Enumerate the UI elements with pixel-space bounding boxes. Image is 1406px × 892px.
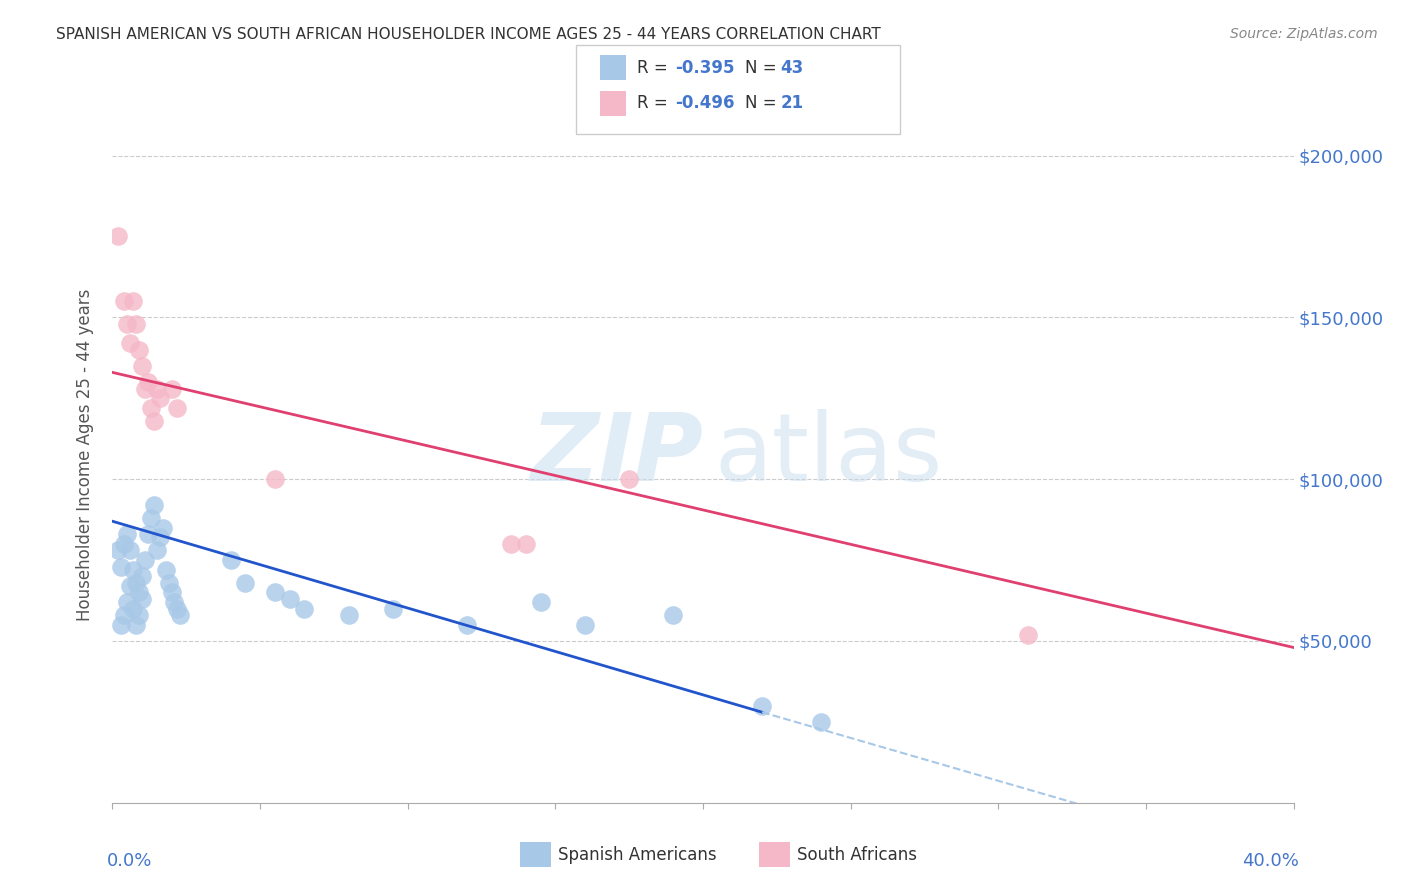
Point xyxy=(292,601,315,615)
Point xyxy=(810,714,832,729)
Point xyxy=(619,472,641,486)
Point xyxy=(574,617,596,632)
Text: Source: ZipAtlas.com: Source: ZipAtlas.com xyxy=(1230,27,1378,41)
Point xyxy=(233,575,256,590)
Text: SPANISH AMERICAN VS SOUTH AFRICAN HOUSEHOLDER INCOME AGES 25 - 44 YEARS CORRELAT: SPANISH AMERICAN VS SOUTH AFRICAN HOUSEH… xyxy=(56,27,882,42)
Point xyxy=(169,608,191,623)
Point xyxy=(157,575,180,590)
Point xyxy=(142,498,165,512)
Text: ZIP: ZIP xyxy=(530,409,703,501)
Point xyxy=(136,527,159,541)
Text: South Africans: South Africans xyxy=(797,846,917,863)
Point xyxy=(134,553,156,567)
Y-axis label: Householder Income Ages 25 - 44 years: Householder Income Ages 25 - 44 years xyxy=(76,289,94,621)
Point xyxy=(112,537,135,551)
Text: N =: N = xyxy=(745,95,782,112)
Text: 43: 43 xyxy=(780,59,804,77)
Point xyxy=(112,294,135,309)
Point xyxy=(149,531,172,545)
Point xyxy=(382,601,405,615)
Point xyxy=(107,229,129,244)
Point xyxy=(125,617,148,632)
Text: 0.0%: 0.0% xyxy=(107,852,152,870)
Point xyxy=(166,401,188,415)
Point xyxy=(136,375,159,389)
Text: R =: R = xyxy=(637,59,673,77)
Point xyxy=(751,698,773,713)
Point xyxy=(125,317,148,331)
Point xyxy=(662,608,685,623)
Point xyxy=(125,575,148,590)
Point xyxy=(139,511,162,525)
Point xyxy=(155,563,177,577)
Point xyxy=(122,294,145,309)
Point xyxy=(264,585,287,599)
Text: -0.395: -0.395 xyxy=(675,59,734,77)
Point xyxy=(131,591,153,606)
Text: 40.0%: 40.0% xyxy=(1243,852,1299,870)
Text: R =: R = xyxy=(637,95,673,112)
Point xyxy=(122,601,145,615)
Point xyxy=(117,527,138,541)
Point xyxy=(146,543,169,558)
Point xyxy=(146,382,169,396)
Text: 21: 21 xyxy=(780,95,803,112)
Point xyxy=(529,595,551,609)
Point xyxy=(131,359,153,373)
Point xyxy=(117,317,138,331)
Point xyxy=(337,608,360,623)
Point xyxy=(515,537,537,551)
Point xyxy=(160,585,183,599)
Point xyxy=(152,521,174,535)
Point xyxy=(120,336,142,351)
Point xyxy=(107,543,129,558)
Point xyxy=(120,579,142,593)
Text: atlas: atlas xyxy=(714,409,943,501)
Text: Spanish Americans: Spanish Americans xyxy=(558,846,717,863)
Point xyxy=(1017,627,1039,641)
Point xyxy=(120,543,142,558)
Point xyxy=(501,537,523,551)
Point xyxy=(128,608,150,623)
Point xyxy=(110,559,132,574)
Point xyxy=(142,414,165,428)
Point xyxy=(112,608,135,623)
Text: N =: N = xyxy=(745,59,782,77)
Point xyxy=(456,617,478,632)
Point xyxy=(131,569,153,583)
Point xyxy=(264,472,287,486)
Point xyxy=(160,382,183,396)
Point xyxy=(149,392,172,406)
Text: -0.496: -0.496 xyxy=(675,95,734,112)
Point xyxy=(166,601,188,615)
Point xyxy=(219,553,242,567)
Point xyxy=(163,595,186,609)
Point xyxy=(117,595,138,609)
Point xyxy=(278,591,301,606)
Point xyxy=(128,343,150,357)
Point xyxy=(139,401,162,415)
Point xyxy=(134,382,156,396)
Point xyxy=(110,617,132,632)
Point xyxy=(122,563,145,577)
Point xyxy=(128,585,150,599)
